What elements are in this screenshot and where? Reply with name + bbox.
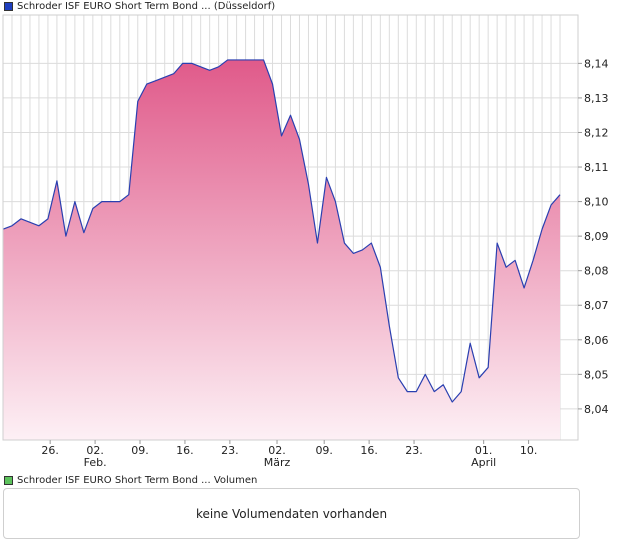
plot-frame (2, 14, 579, 441)
no-volume-message: keine Volumendaten vorhanden (195, 506, 388, 521)
volume-legend: Schroder ISF EURO Short Term Bond ... Vo… (4, 474, 257, 487)
volume-legend-swatch (4, 476, 13, 485)
volume-panel: keine Volumendaten vorhanden (3, 488, 580, 539)
price-line (2, 59, 561, 403)
y-tick-label: 8,05 (584, 368, 609, 381)
price-area (3, 59, 561, 441)
y-tick-label: 8,11 (584, 161, 609, 174)
x-month-label: März (264, 456, 291, 469)
y-tick-label: 8,06 (584, 334, 609, 347)
x-tick-label: 02. (268, 444, 286, 457)
x-tick-label: 09. (131, 444, 149, 457)
y-tick-label: 8,14 (584, 57, 609, 70)
x-tick-label: 09. (315, 444, 333, 457)
price-area-fill (3, 59, 561, 441)
x-tick-label: 16. (360, 444, 378, 457)
price-legend: Schroder ISF EURO Short Term Bond ... (D… (4, 0, 275, 13)
x-tick-label: 23. (405, 444, 423, 457)
x-tick-label: 01. (475, 444, 493, 457)
y-tick-label: 8,07 (584, 299, 609, 312)
y-tick-label: 8,04 (584, 403, 609, 416)
price-chart: 8,04 8,05 8,06 8,07 8,08 8,09 8,10 8,11 8,12 8,13… (2, 14, 609, 469)
y-tick-label: 8,10 (584, 196, 609, 209)
x-month-label: April (471, 456, 496, 469)
x-tick-label: 02. (86, 444, 104, 457)
x-tick-label: 26. (41, 444, 59, 457)
price-legend-label: Schroder ISF EURO Short Term Bond ... (D… (17, 1, 276, 12)
y-axis-ticks: 8,04 8,05 8,06 8,07 8,08 8,09 8,10 8,11 8,12 8,13… (578, 57, 609, 416)
volume-legend-label: Schroder ISF EURO Short Term Bond ... Vo… (17, 475, 258, 486)
x-tick-label: 23. (221, 444, 239, 457)
y-tick-label: 8,12 (584, 126, 609, 139)
price-series-line (2, 59, 561, 403)
y-tick-label: 8,13 (584, 92, 609, 105)
y-tick-label: 8,08 (584, 265, 609, 278)
price-legend-swatch (4, 2, 13, 11)
x-tick-label: 16. (176, 444, 194, 457)
x-month-label: Feb. (84, 456, 107, 469)
y-tick-label: 8,09 (584, 230, 609, 243)
x-tick-label: 10. (520, 444, 538, 457)
